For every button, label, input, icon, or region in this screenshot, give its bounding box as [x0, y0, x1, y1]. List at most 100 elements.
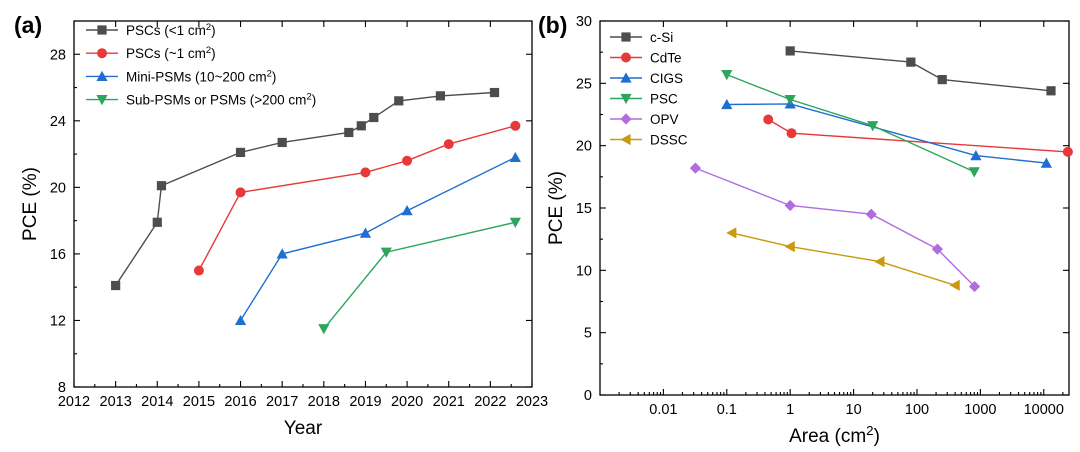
series-line: [239, 156, 516, 321]
data-point: [111, 280, 121, 291]
data-point: [344, 127, 354, 138]
series-line: [695, 167, 976, 287]
x-tick-label: 10000: [1024, 402, 1064, 418]
x-tick-label: 2016: [224, 394, 256, 410]
data-point: [763, 114, 774, 125]
x-axis-title: Year: [284, 418, 323, 439]
data-point: [874, 256, 885, 268]
legend-item: c-Si: [610, 30, 673, 45]
data-point: [786, 128, 797, 139]
data-point: [721, 98, 733, 110]
legend-marker: [621, 52, 631, 63]
data-point: [968, 167, 980, 178]
series-line: [115, 91, 495, 286]
data-point: [394, 96, 404, 106]
series-1: [193, 120, 521, 276]
legend-item: OPV: [610, 112, 679, 127]
data-point: [193, 265, 204, 276]
legend-marker: [97, 25, 107, 35]
legend-marker: [620, 93, 632, 105]
data-point: [784, 241, 795, 253]
x-tick-label: 2018: [308, 394, 340, 410]
data-point: [510, 120, 521, 131]
data-point: [156, 181, 167, 191]
y-axis-title: PCE (%): [20, 167, 41, 241]
legend-marker: [96, 95, 108, 106]
series-line: [198, 125, 516, 271]
data-point: [443, 139, 454, 150]
data-point: [784, 94, 796, 106]
legend-label: c-Si: [650, 30, 673, 45]
data-point: [235, 147, 246, 158]
x-tick-label: 2023: [516, 394, 548, 410]
data-point: [721, 70, 733, 81]
data-point: [277, 137, 287, 148]
data-point: [1046, 86, 1056, 96]
legend-item: PSCs (<1 cm2): [86, 22, 216, 39]
x-tick-label: 2017: [266, 394, 298, 410]
legend-marker: [620, 113, 632, 125]
data-point: [937, 74, 947, 85]
legend-item: DSSC: [610, 133, 688, 148]
data-point: [785, 46, 795, 56]
data-point: [968, 280, 981, 293]
legend-label: PSCs (<1 cm2): [126, 22, 216, 39]
data-point: [784, 199, 796, 212]
legend-item: CIGS: [610, 71, 683, 86]
x-axis-title: Area (cm2): [789, 423, 880, 448]
x-tick-label: 1: [786, 402, 794, 418]
x-tick-label: 2019: [349, 394, 381, 410]
data-point: [489, 87, 500, 98]
legend-item: Sub-PSMs or PSMs (>200 cm2): [86, 91, 316, 108]
x-tick-label: 2014: [141, 394, 173, 410]
x-tick-label: 2022: [474, 394, 506, 410]
data-point: [689, 162, 702, 174]
x-tick-label: 0.01: [649, 402, 677, 418]
data-point: [276, 248, 288, 259]
y-tick-label: 20: [50, 180, 66, 196]
legend-item: Mini-PSMs (10~200 cm2): [86, 68, 276, 85]
y-tick-label: 20: [576, 139, 592, 155]
legend-label: PSC: [650, 92, 678, 107]
legend-label: PSCs (~1 cm2): [126, 45, 216, 62]
legend-marker: [620, 72, 632, 83]
legend-marker: [96, 70, 108, 81]
y-tick-label: 0: [584, 388, 592, 404]
y-tick-label: 16: [50, 247, 66, 263]
y-tick-label: 5: [584, 326, 592, 342]
data-point: [949, 279, 960, 291]
x-tick-label: 1000: [964, 402, 996, 418]
y-tick-label: 24: [50, 114, 66, 130]
series-2: [234, 151, 521, 326]
panel-a: 2012 2013 2014 2015 2016 2017 2018 2019 2020 2021…: [14, 12, 548, 439]
data-point: [369, 112, 379, 123]
legend-label: OPV: [650, 112, 679, 127]
data-point: [235, 187, 246, 198]
x-tick-label: 0.1: [717, 402, 737, 418]
legend-label: Mini-PSMs (10~200 cm2): [126, 68, 276, 85]
x-tick-label: 2021: [433, 394, 465, 410]
x-tick-label: 2015: [183, 394, 215, 410]
legend-marker: [620, 133, 631, 146]
legend-item: CdTe: [610, 51, 682, 66]
legend-marker: [97, 48, 107, 59]
data-point: [931, 243, 944, 255]
y-tick-label: 30: [576, 14, 592, 30]
panel-label: (b): [538, 12, 567, 38]
data-point: [360, 167, 371, 178]
y-tick-label: 15: [576, 201, 592, 217]
legend: c-Si CdTe CIGS PSC OPV DSSC: [610, 30, 688, 148]
legend-item: PSC: [610, 92, 678, 107]
y-axis-title: PCE (%): [546, 171, 567, 245]
series-line: [726, 103, 1047, 164]
y-tick-label: 25: [576, 76, 592, 92]
data-point: [234, 314, 247, 326]
data-point: [435, 91, 445, 101]
series-line: [323, 221, 516, 330]
y-tick-label: 12: [50, 313, 66, 329]
panel-b: 0.01 0.1 1 10 100 1000 10000 0 5 10 15 20 25 30 Area (…: [538, 12, 1073, 447]
data-point: [1062, 146, 1073, 157]
legend-label: DSSC: [650, 133, 688, 148]
x-tick-label: 2020: [391, 394, 423, 410]
